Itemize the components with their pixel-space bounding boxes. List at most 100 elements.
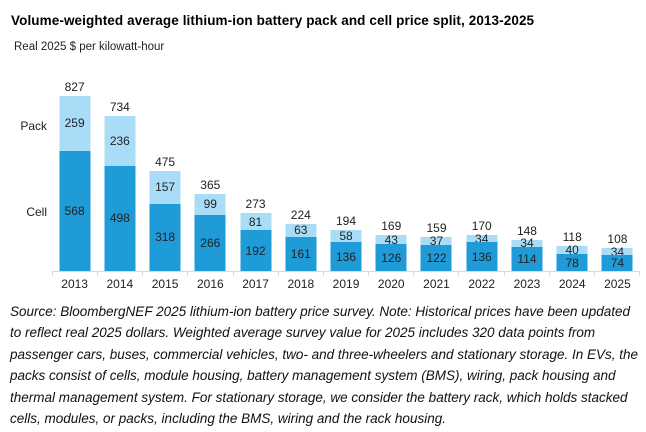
source-note-line-6: cells, modules, or packs, including the …: [10, 411, 446, 427]
bar-column-2023: 148 34 114: [504, 60, 549, 271]
bar-stack-2024: 40 78: [556, 243, 588, 271]
bar-stack-2023: 34 114: [511, 236, 543, 271]
plot-area: 827 259 568 734 236 498 475 157 318 365 99 266 273 81…: [52, 60, 641, 291]
x-axis-label-2021: 2021: [423, 277, 450, 291]
x-axis-line: [52, 271, 641, 276]
bar-segment-pack-2014: 236: [104, 115, 136, 166]
bar-segment-cell-2016: 266: [194, 214, 226, 271]
bar-segment-pack-2020-value: 43: [384, 232, 398, 247]
x-axis-label-2024: 2024: [558, 277, 586, 291]
x-axis-labels: 2013 2014 2015 2016 2017 2018 2019 2020 2021 2022…: [52, 277, 640, 291]
bar-segment-cell-2022: 136: [466, 242, 498, 271]
bar-segment-cell-2014-value: 498: [109, 211, 130, 226]
bar-stack-2013: 259 568: [59, 96, 91, 271]
bar-column-2025: 108 34 74: [595, 60, 640, 271]
bar-segment-cell-2024: 78: [556, 254, 588, 271]
axis-tick-2013: [52, 272, 99, 276]
bar-segment-pack-2019-value: 58: [339, 229, 353, 244]
bar-segment-cell-2017-value: 192: [245, 243, 266, 258]
bar-column-2018: 224 63 161: [278, 60, 323, 271]
x-axis-label-2023: 2023: [513, 277, 541, 291]
bar-segment-cell-2018-value: 161: [290, 246, 311, 261]
total-value-label-2016: 365: [200, 177, 221, 192]
x-axis-label-2016: 2016: [196, 277, 224, 291]
bar-segment-pack-2024-value: 40: [565, 243, 579, 258]
bar-segment-pack-2015: 157: [149, 170, 181, 204]
bar-segment-cell-2025: 74: [601, 255, 633, 271]
bar-column-2015: 475 157 318: [142, 60, 187, 271]
bar-segment-pack-2016-value: 99: [203, 197, 217, 212]
bar-segment-cell-2025-value: 74: [610, 256, 625, 271]
x-axis-label-2019: 2019: [332, 277, 360, 291]
bar-segment-pack-2025: 34: [601, 244, 633, 259]
bar-segment-pack-2018: 63: [285, 223, 317, 238]
total-value-label-2021: 159: [426, 221, 447, 236]
total-value-label-2013: 827: [64, 80, 85, 94]
bar-segment-cell-2021: 122: [420, 245, 452, 271]
total-value-label-2022: 170: [471, 219, 492, 234]
bar-segment-pack-2022-value: 34: [475, 231, 489, 246]
total-value-label-2014: 734: [109, 99, 130, 114]
bar-segment-pack-2019: 58: [330, 229, 362, 244]
bar-stack-2015: 157 318: [149, 170, 181, 271]
axis-tick-2022: [459, 272, 505, 276]
bar-segment-cell-2024-value: 78: [565, 255, 579, 270]
x-axis-label-2013: 2013: [61, 277, 88, 291]
total-value-label-2018: 224: [290, 207, 311, 222]
bar-segment-pack-2013-value: 259: [64, 116, 85, 131]
bar-segment-cell-2023: 114: [511, 246, 543, 271]
bar-column-2024: 118 40 78: [550, 60, 595, 271]
source-note: Source: BloombergNEF 2025 lithium-ion ba…: [10, 301, 642, 429]
bar-segment-cell-2021-value: 122: [426, 251, 447, 266]
bar-column-2016: 365 99 266: [188, 60, 233, 271]
x-axis-label-2020: 2020: [377, 277, 405, 291]
bar-segment-pack-2014-value: 236: [109, 133, 130, 148]
x-axis-label-2017: 2017: [242, 277, 269, 291]
source-note-line-3: passenger cars, buses, commercial vehicl…: [10, 346, 639, 362]
bar-segment-cell-2013: 568: [59, 150, 91, 271]
legend-label-cell: Cell: [26, 205, 47, 219]
bar-segment-pack-2017-value: 81: [248, 214, 263, 229]
x-axis-label-2022: 2022: [468, 277, 496, 291]
bar-segment-cell-2019-value: 136: [336, 249, 357, 264]
bar-segment-cell-2020-value: 126: [381, 250, 402, 265]
legend-label-pack: Pack: [20, 119, 47, 133]
bar-segment-cell-2016-value: 266: [200, 235, 221, 250]
total-value-label-2020: 169: [381, 219, 402, 234]
bar-segment-pack-2023: 34: [511, 236, 543, 251]
x-axis-label-2014: 2014: [106, 277, 134, 291]
axis-tick-2020: [369, 272, 415, 276]
bar-segment-pack-2020: 43: [375, 232, 407, 247]
bar-segment-cell-2015-value: 318: [155, 230, 176, 245]
bar-segment-pack-2018-value: 63: [294, 223, 308, 238]
bar-segment-pack-2023-value: 34: [520, 236, 534, 251]
bar-segment-pack-2013: 259: [59, 96, 91, 151]
stacked-bar-chart: Pack Cell 827 259 568 734 236 498 475 157 318 365…: [0, 60, 646, 292]
page-title: Volume-weighted average lithium-ion batt…: [11, 13, 535, 28]
bar-segment-cell-2018: 161: [285, 236, 317, 271]
total-value-label-2019: 194: [336, 213, 357, 228]
bar-column-2013: 827 259 568: [52, 60, 97, 271]
bar-stack-2020: 43 126: [375, 232, 407, 271]
bar-stack-2019: 58 136: [330, 229, 362, 271]
bar-segment-cell-2017: 192: [240, 230, 272, 271]
bar-segment-cell-2023-value: 114: [517, 251, 537, 266]
bar-column-2022: 170 34 136: [459, 60, 504, 271]
bars-row: 827 259 568 734 236 498 475 157 318 365 99 266 273 81…: [52, 60, 640, 271]
bar-segment-pack-2025-value: 34: [610, 244, 625, 259]
chart-subtitle-units: Real 2025 $ per kilowatt-hour: [14, 41, 165, 53]
bar-stack-2022: 34 136: [466, 231, 498, 271]
axis-tick-2014: [98, 272, 144, 276]
total-value-label-2015: 475: [155, 154, 176, 169]
bar-stack-2017: 81 192: [240, 213, 272, 271]
bar-segment-cell-2020: 126: [375, 244, 407, 271]
bar-segment-cell-2022-value: 136: [471, 249, 492, 264]
axis-tick-2018: [279, 272, 324, 276]
bar-segment-pack-2021-value: 37: [429, 234, 444, 249]
x-axis-label-2015: 2015: [151, 277, 179, 291]
total-value-label-2024: 118: [562, 230, 582, 245]
bar-segment-cell-2013-value: 568: [64, 203, 85, 218]
bar-segment-pack-2017: 81: [240, 213, 272, 231]
axis-tick-2024: [550, 272, 595, 276]
